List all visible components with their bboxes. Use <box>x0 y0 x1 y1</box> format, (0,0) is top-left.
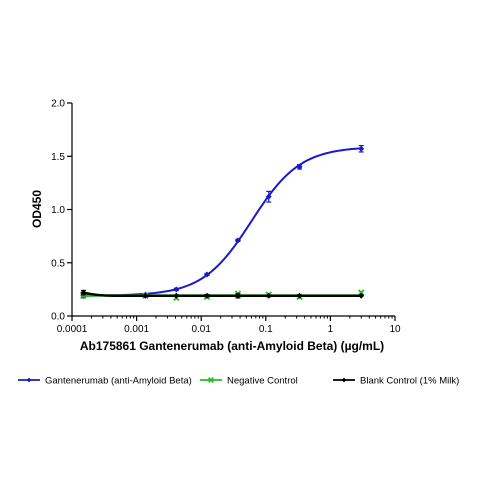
legend-item-2: Blank Control (1% Milk) <box>333 376 459 387</box>
series-layer <box>81 146 364 301</box>
legend-item-1: Negative Control <box>200 376 298 387</box>
legend-label: Negative Control <box>227 376 298 387</box>
series-0 <box>81 146 364 299</box>
y-tick-label: 1.5 <box>51 152 65 163</box>
legend-item-0: Gantenerumab (anti-Amyloid Beta) <box>18 376 192 387</box>
x-axis-title: Ab175861 Gantenerumab (anti-Amyloid Beta… <box>80 339 384 353</box>
y-tick-label: 1.0 <box>51 205 65 216</box>
x-tick-label: 0.1 <box>259 324 273 335</box>
y-tick-label: 0.5 <box>51 258 65 269</box>
y-tick-label: 2.0 <box>51 99 65 110</box>
legend-label: Blank Control (1% Milk) <box>360 376 459 387</box>
legend-label: Gantenerumab (anti-Amyloid Beta) <box>45 376 192 387</box>
axes: 0.0 0.5 1.0 1.5 2.0 0.0001 0.001 0.01 0.1 1 10 <box>51 99 401 336</box>
data-point <box>359 146 364 151</box>
x-tick-label: 0.001 <box>124 324 149 335</box>
legend: Gantenerumab (anti-Amyloid Beta) Negative… <box>18 376 459 387</box>
x-tick-label: 0.01 <box>191 324 211 335</box>
fit-line <box>83 148 361 295</box>
y-axis-title: OD450 <box>30 190 44 228</box>
legend-marker <box>342 378 347 383</box>
x-tick-label: 0.0001 <box>57 324 88 335</box>
legend-marker <box>27 378 32 383</box>
y-tick-label: 0.0 <box>51 312 65 323</box>
x-tick-label: 1 <box>328 324 334 335</box>
x-tick-label: 10 <box>389 324 401 335</box>
data-point <box>174 287 179 292</box>
